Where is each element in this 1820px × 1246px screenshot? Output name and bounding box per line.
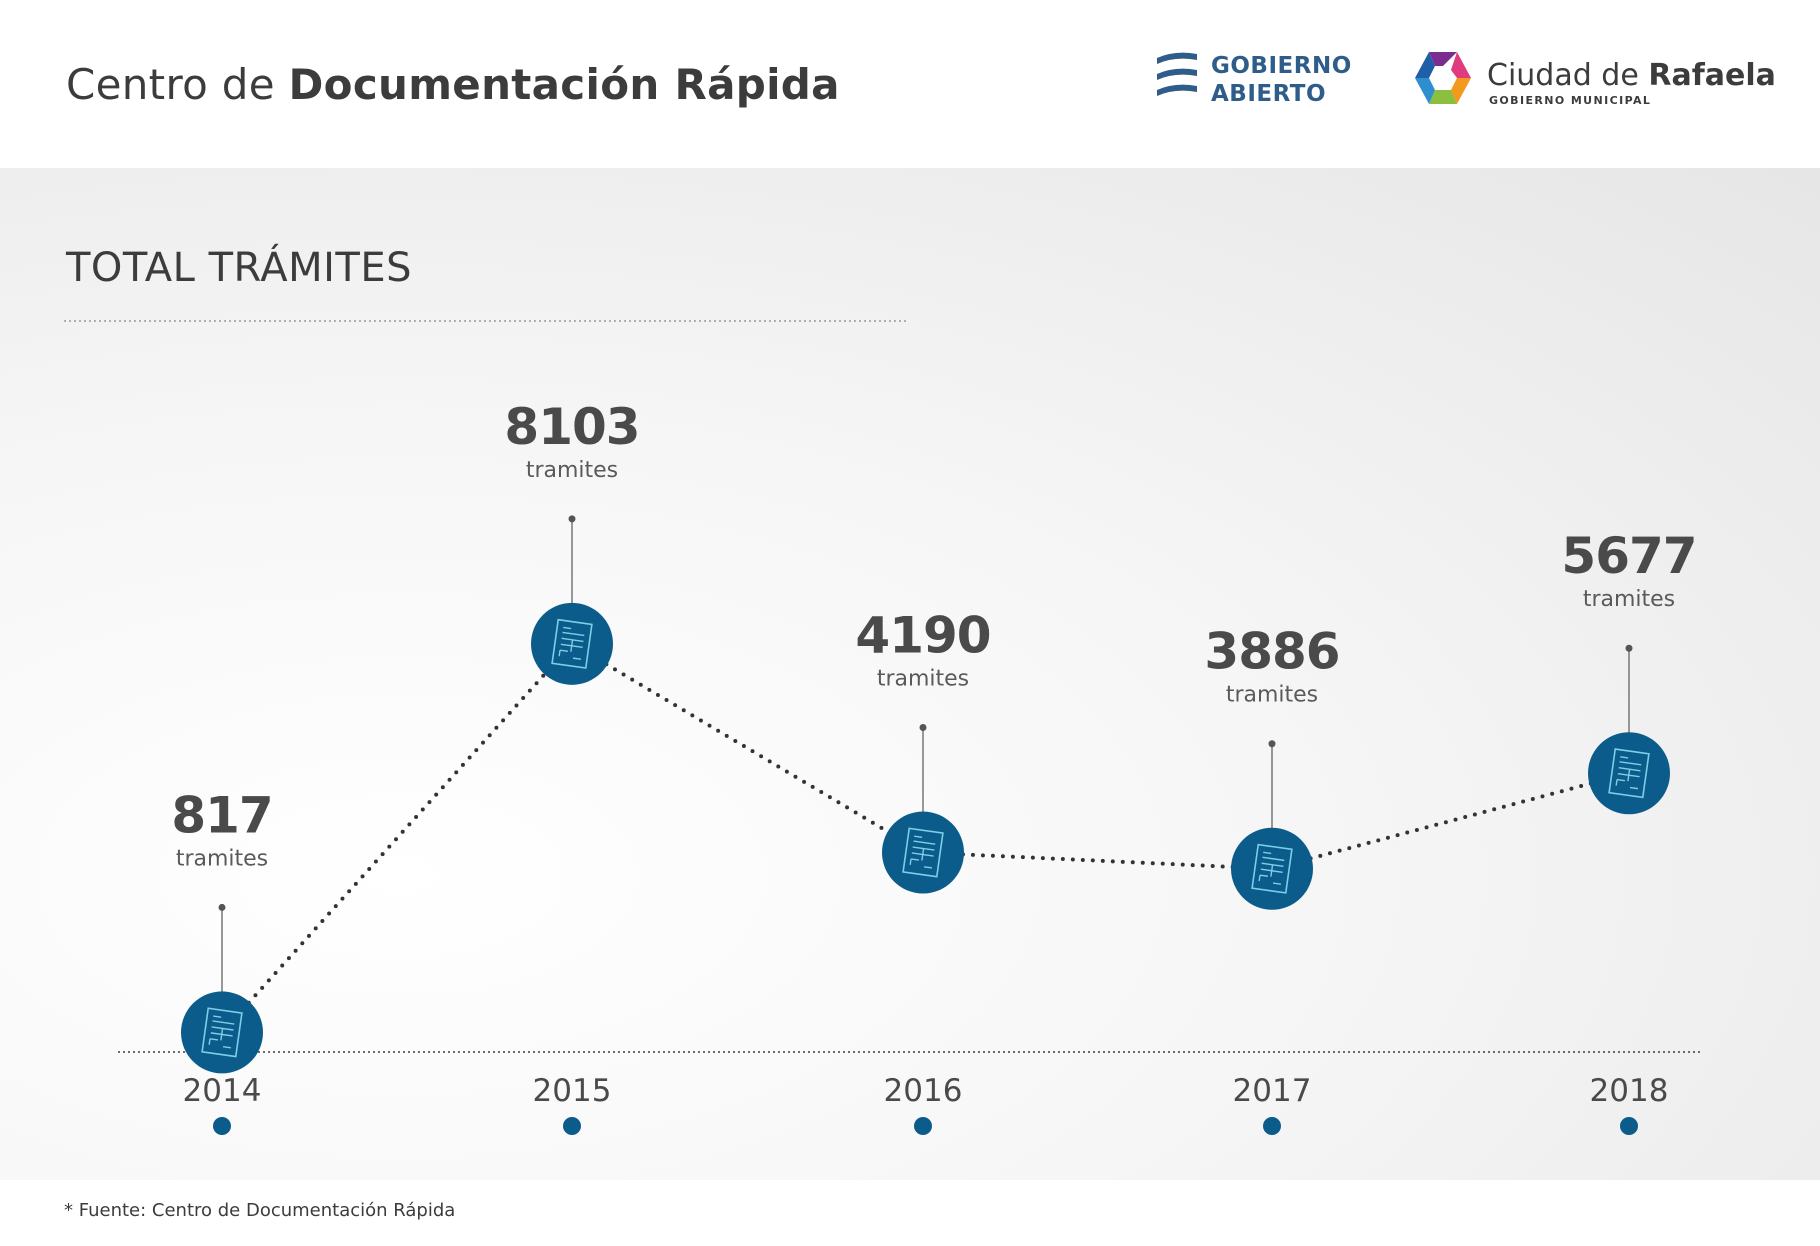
- x-tick-label: 2017: [1233, 1073, 1312, 1109]
- footnote: * Fuente: Centro de Documentación Rápida: [64, 1200, 456, 1221]
- document-icon: [201, 1007, 243, 1058]
- gobierno-abierto-line2: ABIERTO: [1211, 81, 1327, 107]
- series-line-segment: [570, 641, 925, 855]
- page-title-bold: Documentación Rápida: [288, 60, 840, 109]
- callout-dot: [568, 515, 576, 523]
- x-tick-dot: [914, 1117, 932, 1135]
- ciudad-rafaela-name-bold: Rafaela: [1648, 58, 1776, 93]
- ciudad-rafaela-subtitle: GOBIERNO MUNICIPAL: [1489, 94, 1652, 107]
- x-tick-label: 2015: [533, 1073, 612, 1109]
- x-tick-label: 2016: [884, 1073, 963, 1109]
- data-label-unit: tramites: [176, 846, 268, 871]
- ciudad-rafaela-logo: Ciudad de Rafaela GOBIERNO MUNICIPAL: [1412, 48, 1776, 110]
- callout-dot: [919, 724, 927, 732]
- data-label-value: 8103: [504, 398, 639, 456]
- gobierno-abierto-line1: GOBIERNO: [1211, 53, 1352, 79]
- chart-panel: [0, 168, 1820, 1180]
- document-icon: [551, 618, 593, 669]
- data-label-unit: tramites: [526, 458, 618, 483]
- data-label-unit: tramites: [877, 667, 969, 692]
- gobierno-abierto-logo-icon: [1157, 52, 1197, 96]
- ciudad-rafaela-name: Ciudad de Rafaela: [1487, 58, 1776, 93]
- document-icon: [1608, 748, 1650, 799]
- gobierno-abierto-logo-text: GOBIERNO ABIERTO: [1211, 52, 1352, 108]
- document-icon: [1251, 843, 1293, 894]
- series-line-segment: [1270, 771, 1631, 871]
- callout-dot: [218, 903, 226, 911]
- x-tick-dot: [213, 1117, 231, 1135]
- x-tick-label: 2014: [183, 1073, 262, 1109]
- data-label-value: 817: [171, 786, 272, 844]
- series-line-segment: [220, 641, 574, 1035]
- header: Centro de Documentación Rápida GOBIERNO …: [0, 0, 1820, 168]
- callout-dot: [1625, 644, 1633, 652]
- x-tick-dot: [563, 1117, 581, 1135]
- data-label-value: 4190: [855, 607, 990, 665]
- page-title-light: Centro de: [66, 60, 275, 109]
- data-label-value: 5677: [1561, 527, 1696, 585]
- x-tick-label: 2018: [1590, 1073, 1669, 1109]
- x-tick-dot: [1263, 1117, 1281, 1135]
- gobierno-abierto-logo: GOBIERNO ABIERTO: [1155, 50, 1355, 110]
- callout-dot: [1268, 740, 1276, 748]
- x-tick-dot: [1620, 1117, 1638, 1135]
- ciudad-rafaela-name-light: Ciudad de: [1487, 58, 1639, 93]
- data-label-unit: tramites: [1583, 587, 1675, 612]
- chart-title: TOTAL TRÁMITES: [66, 245, 412, 291]
- page-title: Centro de Documentación Rápida: [66, 60, 840, 109]
- series-line-segment: [921, 850, 1274, 871]
- ciudad-rafaela-hexagon-icon: [1415, 52, 1471, 104]
- data-label-value: 3886: [1204, 623, 1339, 681]
- document-icon: [902, 827, 944, 878]
- data-label-unit: tramites: [1226, 683, 1318, 708]
